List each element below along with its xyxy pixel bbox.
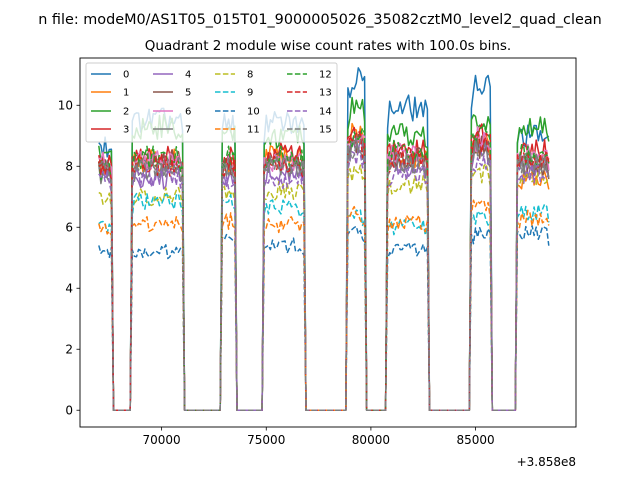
legend-item-3: 3 — [91, 125, 129, 136]
legend-item-5: 5 — [153, 88, 191, 99]
legend-item-1: 1 — [91, 88, 129, 99]
legend-item-12: 12 — [287, 70, 332, 81]
legend-label: 9 — [247, 88, 253, 99]
legend-item-2: 2 — [91, 107, 129, 118]
x-tick-label: 75000 — [247, 433, 285, 447]
legend-label: 8 — [247, 70, 253, 81]
legend-label: 4 — [185, 70, 191, 81]
series-line-10 — [98, 224, 550, 411]
legend-label: 7 — [185, 125, 191, 136]
legend-label: 1 — [123, 88, 129, 99]
legend-label: 6 — [185, 107, 191, 118]
x-tick-label: 70000 — [143, 433, 181, 447]
legend-item-10: 10 — [215, 107, 260, 118]
legend-box — [85, 62, 338, 143]
x-tick-label: 85000 — [456, 433, 494, 447]
series-line-8 — [98, 162, 550, 411]
legend-item-9: 9 — [215, 88, 253, 99]
y-tick-label: 6 — [65, 221, 73, 235]
x-tick-label: 80000 — [352, 433, 390, 447]
series-line-14 — [98, 146, 550, 411]
legend-label: 11 — [247, 125, 260, 136]
series-line-13 — [98, 129, 550, 411]
x-offset-label: +3.858e8 — [517, 455, 576, 469]
y-tick-label: 4 — [65, 282, 73, 296]
legend-item-14: 14 — [287, 107, 332, 118]
axes-frame — [79, 57, 577, 428]
y-tick-label: 2 — [65, 343, 73, 357]
legend-label: 15 — [319, 125, 332, 136]
y-tick-label: 8 — [65, 160, 73, 174]
figure-suptitle: n file: modeM0/AS1T05_015T01_9000005026_… — [38, 12, 602, 28]
legend-item-15: 15 — [287, 125, 332, 136]
x-axis-ticks: 70000 75000 80000 85000 — [143, 427, 495, 447]
legend-label: 3 — [123, 125, 129, 136]
legend-label: 10 — [247, 107, 260, 118]
series-layer — [98, 67, 550, 411]
y-axis-ticks: 0 2 4 6 8 10 — [58, 99, 80, 418]
legend-item-11: 11 — [215, 125, 260, 136]
legend-item-13: 13 — [287, 88, 332, 99]
legend-item-7: 7 — [153, 125, 191, 136]
legend-item-8: 8 — [215, 70, 253, 81]
legend-label: 2 — [123, 107, 129, 118]
legend-label: 12 — [319, 70, 332, 81]
legend-item-6: 6 — [153, 107, 191, 118]
legend-item-4: 4 — [153, 70, 191, 81]
legend-label: 0 — [123, 70, 129, 81]
chart-title: Quadrant 2 module wise count rates with … — [145, 38, 511, 54]
y-tick-label: 0 — [65, 404, 73, 418]
series-line-9 — [98, 192, 550, 411]
legend-item-0: 0 — [91, 70, 129, 81]
legend-label: 5 — [185, 88, 191, 99]
legend-label: 14 — [319, 107, 332, 118]
y-tick-label: 10 — [58, 99, 73, 113]
series-line-15 — [98, 138, 550, 411]
legend-label: 13 — [319, 88, 332, 99]
series-line-4 — [98, 138, 550, 411]
